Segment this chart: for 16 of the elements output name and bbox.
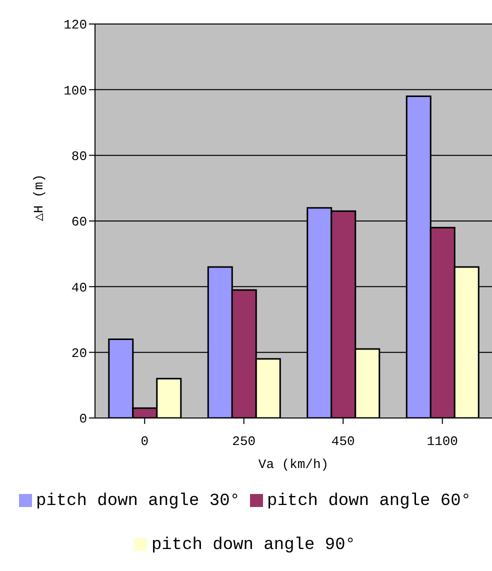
x-tick-label: 1100 [426,434,458,450]
y-tick-label: 60 [71,214,87,230]
y-tick-label: 20 [71,346,87,361]
y-tick-label: 0 [79,412,87,427]
legend-label: pitch down angle 30° [36,492,240,511]
y-axis-title: △H (m) [32,174,47,221]
x-tick-label: 0 [140,434,149,450]
legend-label: pitch down angle 90° [151,536,356,555]
y-tick-label: 120 [64,18,87,33]
legend-label: pitch down angle 60° [267,492,472,511]
x-tick-label: 250 [232,434,256,450]
y-tick-label: 40 [71,280,87,296]
y-tick-label: 80 [71,148,87,164]
x-axis-title: Va (km/h) [258,457,329,472]
x-tick-label: 450 [331,434,355,450]
y-tick-label: 100 [64,83,87,98]
